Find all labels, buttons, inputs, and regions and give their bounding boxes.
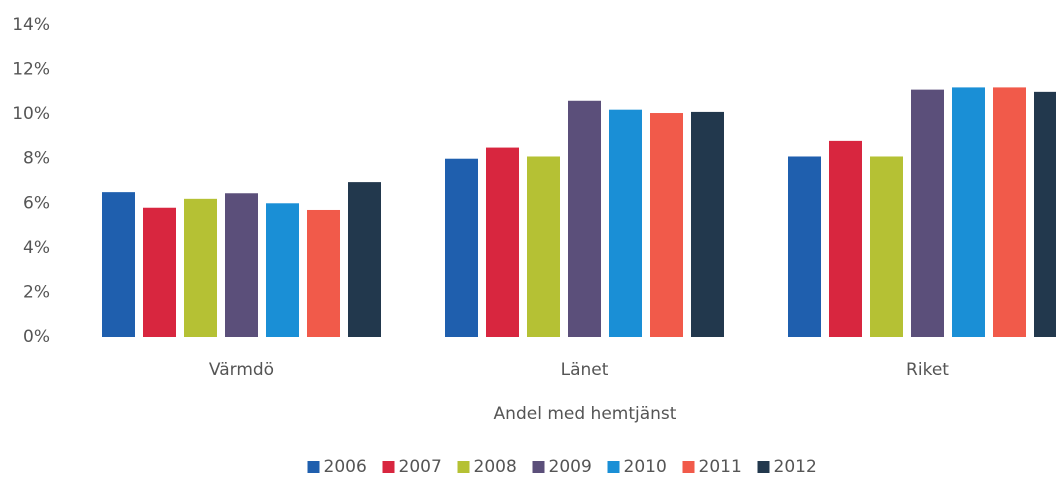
legend-swatch	[532, 461, 545, 473]
bar	[486, 147, 519, 337]
y-tick-label: 2%	[23, 282, 50, 302]
legend-label: 2011	[699, 457, 742, 477]
legend-swatch	[607, 461, 620, 473]
y-tick-label: 14%	[12, 15, 50, 35]
bar	[266, 203, 299, 337]
bar	[952, 87, 985, 338]
bar	[609, 109, 642, 337]
bar	[307, 209, 340, 337]
x-tick-label: Länet	[561, 360, 609, 380]
y-tick-label: 12%	[12, 60, 50, 80]
x-tick-label: Riket	[906, 360, 949, 380]
legend-label: 2006	[324, 457, 367, 477]
bar	[650, 113, 683, 338]
legend-swatch	[457, 461, 470, 473]
x-tick-label: Värmdö	[209, 360, 274, 380]
bar	[225, 193, 258, 337]
bar	[870, 156, 903, 337]
legend-swatch	[307, 461, 320, 473]
y-tick-label: 4%	[23, 238, 50, 258]
bar	[829, 140, 862, 337]
legend-swatch	[757, 461, 770, 473]
y-tick-label: 8%	[23, 149, 50, 169]
legend-label: 2012	[774, 457, 817, 477]
bar	[143, 207, 176, 337]
y-tick-label: 6%	[23, 193, 50, 213]
bar	[691, 111, 724, 338]
legend-swatch	[682, 461, 695, 473]
y-tick-label: 10%	[12, 104, 50, 124]
bar	[788, 156, 821, 337]
bar	[568, 100, 601, 338]
x-axis-label: Andel med hemtjänst	[494, 404, 677, 424]
bar	[102, 192, 135, 337]
bar	[911, 89, 944, 337]
legend-label: 2010	[624, 457, 667, 477]
legend-label: 2009	[549, 457, 592, 477]
bar	[993, 87, 1026, 338]
bar	[348, 182, 381, 337]
legend-label: 2007	[399, 457, 442, 477]
bar	[527, 156, 560, 337]
legend-swatch	[382, 461, 395, 473]
bar	[184, 198, 217, 337]
bar	[445, 158, 478, 337]
y-tick-label: 0%	[23, 327, 50, 347]
bar	[1034, 91, 1056, 337]
legend-label: 2008	[474, 457, 517, 477]
